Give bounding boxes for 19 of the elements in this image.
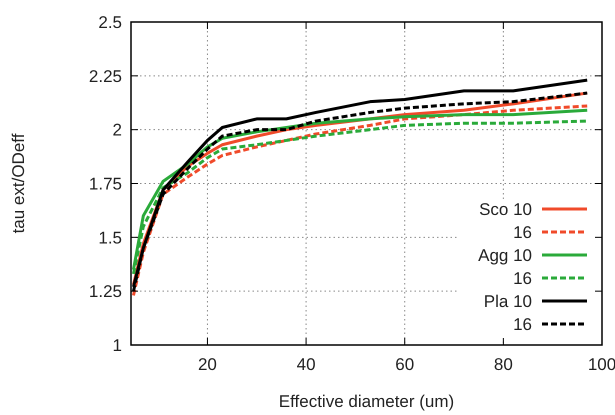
- x-tick-label: 80: [494, 355, 513, 374]
- y-axis-title: tau ext/ODeff: [9, 133, 28, 234]
- y-tick-label: 1.75: [88, 174, 122, 194]
- x-tick-label: 20: [198, 355, 217, 374]
- legend-label: Agg 10: [478, 246, 532, 265]
- x-axis-title: Effective diameter (um): [278, 392, 454, 411]
- legend-label: 16: [513, 315, 532, 334]
- legend-label: 16: [513, 223, 532, 242]
- y-tick-label: 1.25: [88, 282, 122, 302]
- y-tick-label: 2: [112, 120, 122, 140]
- x-tick-label: 60: [395, 355, 414, 374]
- y-tick-label: 2.25: [88, 66, 122, 86]
- legend-label: 16: [513, 269, 532, 288]
- legend-label: Sco 10: [479, 200, 532, 219]
- x-tick-label: 40: [296, 355, 316, 374]
- y-tick-label: 1.5: [98, 228, 122, 248]
- legend-label: Pla 10: [484, 292, 532, 311]
- y-tick-label: 1: [112, 336, 122, 355]
- y-tick-label: 2.5: [98, 13, 122, 32]
